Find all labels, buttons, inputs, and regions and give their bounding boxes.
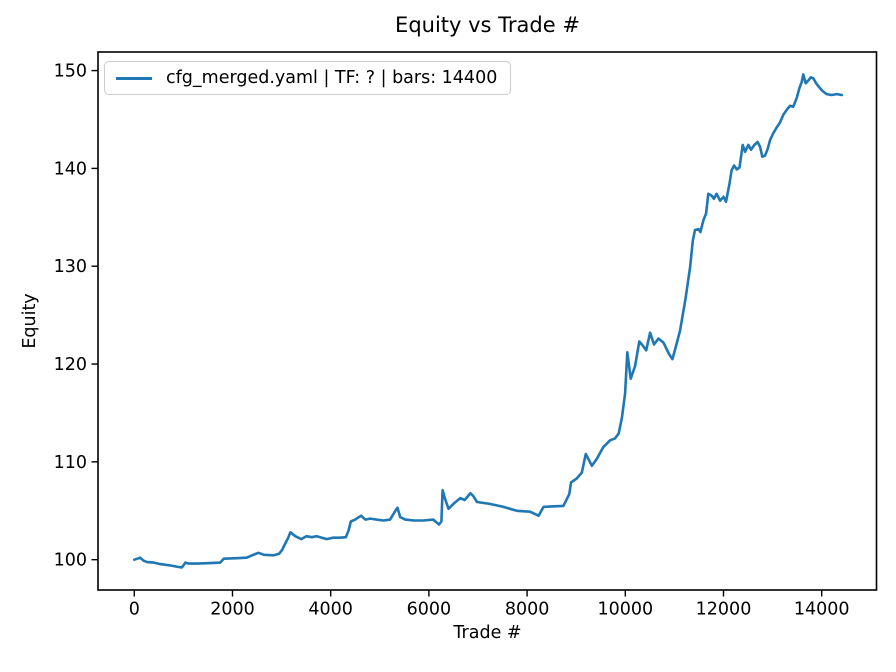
legend-line-swatch [116,76,152,80]
y-tick-label: 120 [54,355,87,375]
y-tick-label: 150 [54,62,87,82]
x-tick-label: 12000 [696,600,752,620]
x-tick-label: 6000 [407,600,452,620]
x-tick-label: 10000 [597,600,653,620]
x-tick-label: 8000 [505,600,550,620]
x-tick-label: 2000 [210,600,255,620]
x-tick-label: 0 [129,600,140,620]
chart-title: Equity vs Trade # [395,13,580,37]
legend-label: cfg_merged.yaml | TF: ? | bars: 14400 [166,68,498,88]
equity-line [133,73,844,569]
y-tick-label: 100 [54,551,87,571]
x-tick-label: 4000 [308,600,353,620]
x-axis-label: Trade # [453,623,522,643]
legend: cfg_merged.yaml | TF: ? | bars: 14400 [104,61,512,95]
y-tick-label: 130 [54,257,87,277]
x-tick-label: 14000 [794,600,850,620]
y-tick-label: 110 [54,453,87,473]
axes-frame [97,51,878,591]
y-axis-label: Equity [20,293,40,349]
y-tick-label: 140 [54,159,87,179]
